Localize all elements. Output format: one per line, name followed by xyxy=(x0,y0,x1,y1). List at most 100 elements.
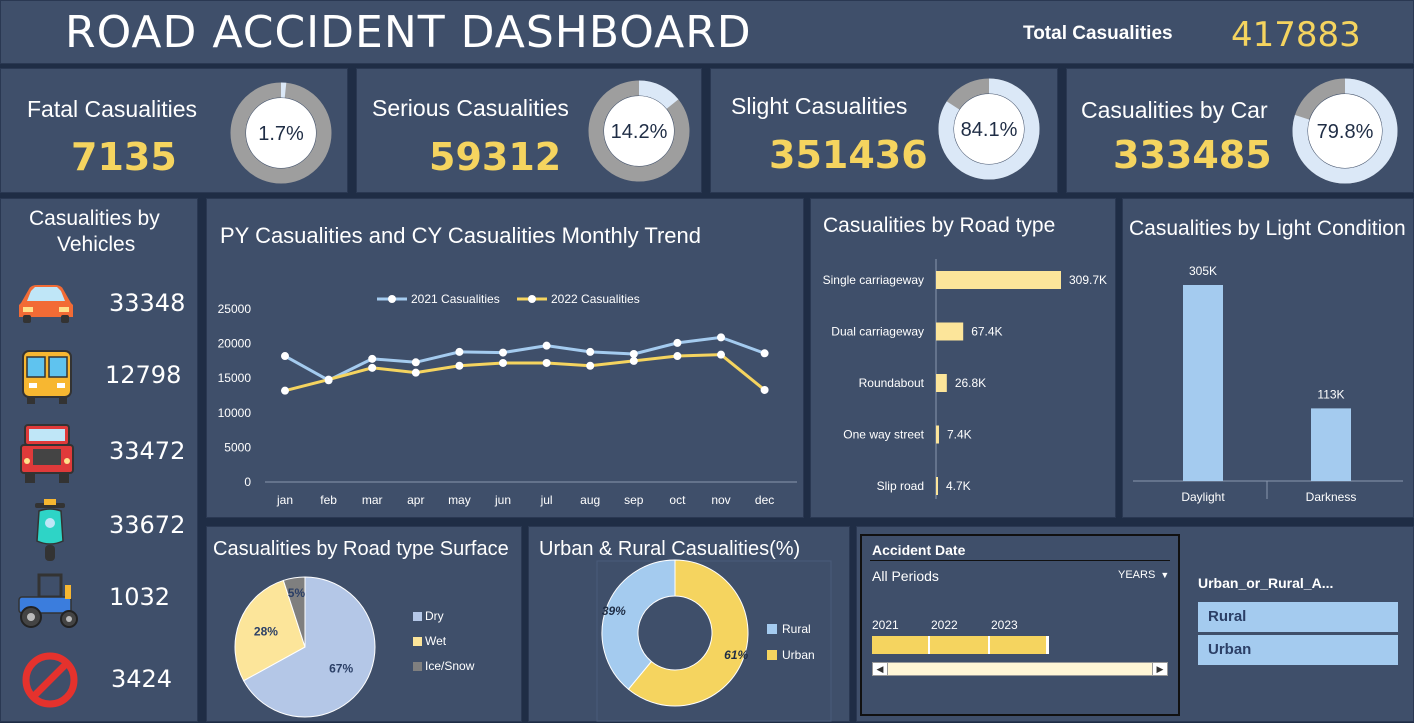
kpi-arc xyxy=(230,82,332,184)
kpi-arc xyxy=(1292,78,1398,184)
plot-area xyxy=(596,560,832,722)
slicer-scrollbar[interactable]: ◀ ▶ xyxy=(872,662,1168,676)
slicer-selected-range[interactable] xyxy=(872,636,1049,654)
date-timeline-slicer[interactable]: Accident Date All Periods YEARS ▼ 2021 2… xyxy=(860,534,1180,716)
kpi-card-car: Casualities by Car 333485 79.8% xyxy=(1066,68,1414,193)
x-tick-label: jun xyxy=(494,493,511,507)
data-label: 309.7K xyxy=(1069,273,1107,287)
vehicle-value-car: 33348 xyxy=(109,289,186,317)
total-casualities-value: 417883 xyxy=(1231,15,1361,55)
slicer-year-2023[interactable]: 2023 xyxy=(991,618,1018,632)
data-point xyxy=(542,358,551,367)
series-line xyxy=(284,353,766,393)
scroll-left-icon[interactable]: ◀ xyxy=(873,663,888,675)
x-tick-label: dec xyxy=(755,493,774,507)
kpi-value: 351436 xyxy=(769,133,928,177)
kpi-card-serious: Serious Casualities 59312 14.2% xyxy=(356,68,702,193)
bar xyxy=(936,425,939,444)
data-label: 113K xyxy=(1317,387,1344,401)
category-label: One way street xyxy=(843,428,924,442)
data-label: 4.7K xyxy=(946,479,971,493)
y-tick-label: 5000 xyxy=(224,440,251,454)
vehicle-value-bus: 12798 xyxy=(105,361,182,389)
filter-option-urban[interactable]: Urban xyxy=(1198,635,1398,665)
roadtype-panel: Casualities by Road type Single carriage… xyxy=(810,198,1116,518)
vehicles-title-line2: Vehicles xyxy=(57,233,136,256)
legend-marker xyxy=(388,295,396,303)
data-point xyxy=(499,348,507,357)
x-tick-label: feb xyxy=(320,493,337,507)
data-point xyxy=(760,349,769,358)
y-tick-label: 0 xyxy=(244,475,251,489)
vehicles-panel: Casualities by Vehicles 33348 12798 3347… xyxy=(0,198,198,722)
data-point xyxy=(281,352,289,361)
kpi-label: Slight Casualities xyxy=(731,93,908,119)
slicer-year-2021[interactable]: 2021 xyxy=(872,618,899,632)
kpi-percent: 79.8% xyxy=(1317,121,1374,143)
data-point xyxy=(455,347,464,356)
truck-icon xyxy=(20,424,74,483)
x-tick-label: mar xyxy=(362,493,383,507)
data-point xyxy=(673,338,682,347)
scooter-icon xyxy=(35,499,65,561)
x-tick-label: jul xyxy=(540,493,553,507)
vehicles-title-line1: Casualities by xyxy=(29,207,160,230)
data-point xyxy=(499,358,507,367)
kpi-value: 7135 xyxy=(71,135,177,179)
vehicle-value-tractor: 1032 xyxy=(109,583,171,611)
total-casualities-label: Total Casualities xyxy=(1023,23,1173,44)
slicer-divider xyxy=(870,560,1170,561)
data-point xyxy=(281,386,289,395)
pie-slice xyxy=(234,579,306,682)
legend-marker xyxy=(528,295,536,303)
filter-option-rural[interactable]: Rural xyxy=(1198,602,1398,632)
legend-swatch xyxy=(413,612,422,621)
tractor-icon xyxy=(18,573,78,628)
x-tick-label: apr xyxy=(407,493,424,507)
slicer-title: Accident Date xyxy=(872,542,966,558)
data-point xyxy=(629,349,638,358)
category-label: Roundabout xyxy=(859,376,925,390)
bus-icon xyxy=(22,350,72,404)
surface-panel: Casualities by Road type Surface 67% 28% 5… xyxy=(206,526,522,722)
bar xyxy=(936,477,938,495)
data-point xyxy=(717,333,725,342)
slicer-unit-dropdown[interactable]: YEARS ▼ xyxy=(1118,569,1169,581)
x-tick-label: jan xyxy=(276,493,293,507)
kpi-arc xyxy=(938,78,1040,180)
data-label: 67.4K xyxy=(971,325,1002,339)
kpi-percent: 1.7% xyxy=(258,123,304,145)
surface-title: Casualities by Road type Surface xyxy=(213,538,509,560)
slicer-handle[interactable] xyxy=(1046,636,1049,654)
kpi-card-fatal: Fatal Casualities 7135 1.7% xyxy=(0,68,348,193)
bar xyxy=(1311,408,1351,481)
x-tick-label: nov xyxy=(711,493,730,507)
trend-panel: PY Casualities and CY Casualities Monthl… xyxy=(206,198,804,518)
legend-label: 2021 Casualities xyxy=(411,292,500,306)
scroll-right-icon[interactable]: ▶ xyxy=(1152,663,1167,675)
kpi-donut: 14.2% xyxy=(588,80,690,182)
data-point xyxy=(411,358,420,367)
data-point xyxy=(586,361,595,370)
kpi-label: Casualities by Car xyxy=(1081,97,1268,123)
slicer-unit-label: YEARS xyxy=(1118,569,1156,581)
kpi-donut: 79.8% xyxy=(1292,78,1398,184)
series-line xyxy=(284,335,766,382)
x-tick-label: may xyxy=(448,493,471,507)
kpi-donut: 84.1% xyxy=(938,78,1040,180)
trend-title: PY Casualities and CY Casualities Monthl… xyxy=(220,223,701,248)
data-label: 305K xyxy=(1189,264,1217,278)
legend-swatch xyxy=(413,637,422,646)
y-tick-label: 10000 xyxy=(218,406,252,420)
slicer-year-2022[interactable]: 2022 xyxy=(931,618,958,632)
legend-label: Dry xyxy=(425,609,444,623)
data-point xyxy=(455,361,464,370)
bar xyxy=(936,374,947,392)
kpi-percent: 84.1% xyxy=(961,119,1018,141)
x-tick-label: sep xyxy=(624,493,644,507)
legend-label: Ice/Snow xyxy=(425,659,475,673)
slicer-period: All Periods xyxy=(872,568,939,584)
category-label: Slip road xyxy=(877,479,924,493)
data-point xyxy=(586,347,595,356)
slicer-tick xyxy=(928,636,930,654)
